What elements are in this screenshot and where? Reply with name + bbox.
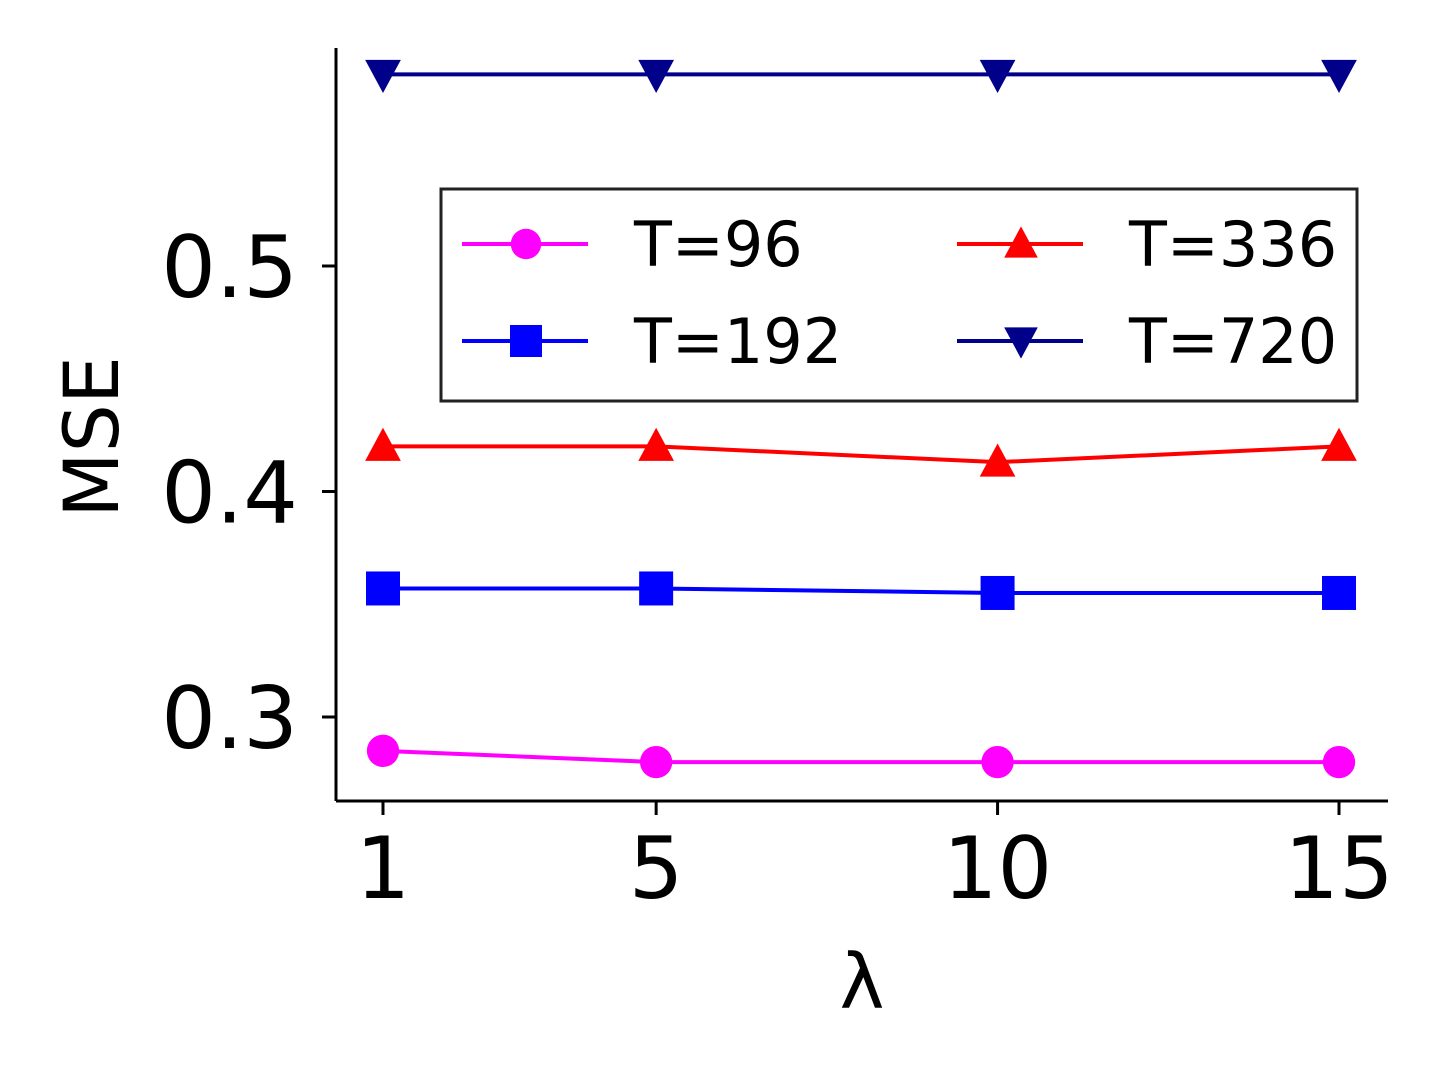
data-point [979, 443, 1016, 477]
data-point [1321, 59, 1357, 94]
data-point [366, 571, 400, 606]
data-point [1322, 575, 1356, 610]
data-point [365, 427, 401, 461]
series-line [382, 748, 1339, 765]
y-tick-label: 0.4 [161, 444, 298, 544]
legend: T=96 T=192 T=336 T=720 [439, 187, 1359, 403]
legend-entry: T=192 [462, 305, 842, 378]
data-point [639, 571, 674, 606]
data-point [979, 59, 1016, 94]
series-t-720 [365, 59, 1357, 94]
data-point [638, 59, 674, 94]
data-point [638, 427, 674, 461]
data-point [1322, 745, 1356, 779]
data-point [366, 734, 400, 767]
legend-box [439, 187, 1359, 403]
y-axis-ticks: 0.3 0.4 0.5 [161, 218, 336, 769]
series-t-336 [365, 427, 1357, 477]
legend-label: T=96 [633, 208, 803, 281]
legend-entry: T=720 [957, 305, 1337, 378]
x-tick-label: 5 [629, 819, 684, 919]
legend-marker [1004, 226, 1038, 258]
y-tick-label: 0.3 [161, 669, 298, 769]
y-tick-label: 0.5 [161, 218, 298, 318]
x-tick-label: 1 [356, 819, 411, 919]
series-line [383, 586, 1339, 595]
x-tick-label: 15 [1284, 819, 1393, 919]
x-tick-label: 10 [943, 819, 1052, 919]
legend-entry: T=336 [957, 208, 1337, 281]
legend-label: T=336 [1128, 208, 1337, 281]
legend-label: T=192 [633, 305, 842, 378]
series-line [383, 444, 1340, 465]
series-layer [365, 59, 1357, 779]
legend-marker [1004, 327, 1038, 359]
data-point [980, 575, 1015, 610]
legend-marker [510, 228, 542, 260]
data-point [639, 745, 673, 779]
y-axis-label: MSE [47, 356, 136, 518]
legend-label: T=720 [1128, 305, 1337, 378]
legend-marker [510, 325, 542, 357]
x-axis-label: λ [840, 937, 885, 1026]
data-point [1321, 427, 1357, 461]
series-t-192 [366, 571, 1356, 610]
data-point [365, 59, 401, 94]
series-t-96 [366, 734, 1356, 779]
x-axis-ticks: 1 5 10 15 [356, 801, 1394, 919]
legend-entry: T=96 [462, 208, 803, 281]
data-point [981, 745, 1014, 779]
